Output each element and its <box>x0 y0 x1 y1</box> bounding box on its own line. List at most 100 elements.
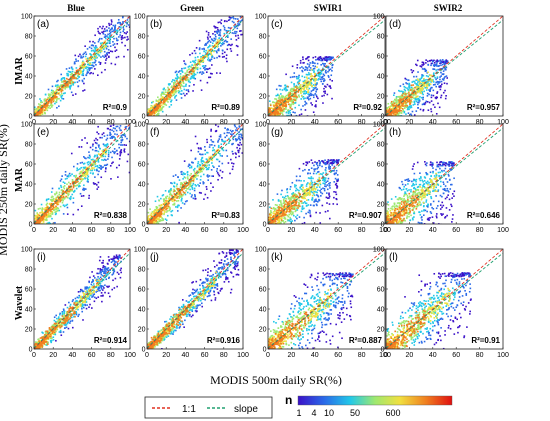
density-point <box>320 73 322 75</box>
density-point <box>57 207 60 210</box>
density-point <box>287 93 289 96</box>
density-point <box>300 108 302 111</box>
density-point <box>410 100 412 102</box>
density-point <box>408 108 410 111</box>
density-point <box>204 44 206 46</box>
density-point <box>47 106 50 109</box>
density-point <box>417 107 419 109</box>
density-point <box>62 181 65 183</box>
density-point <box>314 73 317 76</box>
density-point <box>304 81 307 84</box>
density-point <box>81 173 84 175</box>
density-point <box>178 204 180 207</box>
density-point <box>68 185 70 188</box>
density-point <box>279 88 281 91</box>
density-point <box>237 143 239 146</box>
density-point <box>225 32 228 35</box>
density-point <box>211 48 214 51</box>
density-point <box>275 109 278 112</box>
density-point <box>104 40 107 42</box>
density-point <box>215 72 218 74</box>
density-point <box>326 83 329 86</box>
density-point <box>85 169 87 171</box>
density-point <box>395 96 398 98</box>
density-point <box>314 87 316 89</box>
density-point <box>436 76 439 78</box>
density-point <box>80 205 83 207</box>
density-point <box>161 91 164 94</box>
density-point <box>278 114 280 116</box>
density-point <box>398 107 401 110</box>
density-point <box>186 170 189 173</box>
density-point <box>238 133 240 136</box>
density-point <box>312 87 315 89</box>
density-point <box>60 81 63 83</box>
density-point <box>71 179 74 181</box>
density-point <box>405 78 408 81</box>
density-point <box>423 102 425 105</box>
density-point <box>34 110 37 112</box>
density-point <box>74 176 77 179</box>
density-point <box>421 92 423 95</box>
density-point <box>405 113 407 115</box>
density-point <box>433 68 436 71</box>
density-point <box>317 97 319 100</box>
density-point <box>273 113 275 115</box>
density-point <box>161 107 164 109</box>
density-point <box>211 64 213 66</box>
density-point <box>210 58 213 60</box>
density-point <box>147 219 149 221</box>
density-point <box>207 38 209 40</box>
density-point <box>38 222 41 224</box>
density-point <box>163 212 165 215</box>
density-point <box>37 111 40 114</box>
density-point <box>67 194 70 197</box>
density-point <box>111 156 113 159</box>
density-point <box>165 201 168 203</box>
density-point <box>183 203 186 205</box>
density-point <box>85 66 88 68</box>
density-point <box>435 78 437 81</box>
density-point <box>309 97 312 100</box>
density-point <box>444 63 446 66</box>
density-point <box>82 73 84 76</box>
density-point <box>41 219 44 221</box>
density-point <box>86 174 89 176</box>
y-tick-label: 100 <box>134 14 146 21</box>
density-point <box>206 196 209 199</box>
density-point <box>179 183 182 186</box>
density-point <box>96 142 98 145</box>
density-point <box>217 49 219 51</box>
density-point <box>279 106 281 109</box>
density-point <box>289 105 291 107</box>
density-point <box>388 114 391 116</box>
density-point <box>416 85 419 88</box>
density-point <box>391 107 394 110</box>
density-point <box>82 74 85 77</box>
density-point <box>106 45 109 48</box>
density-point <box>277 109 280 112</box>
density-point <box>202 61 204 64</box>
density-point <box>155 222 157 224</box>
density-point <box>432 103 435 106</box>
density-point <box>172 79 174 81</box>
density-point <box>406 92 409 95</box>
density-point <box>395 97 398 99</box>
density-point <box>58 86 60 88</box>
density-point <box>182 193 185 196</box>
density-point <box>94 165 97 168</box>
density-point <box>398 113 400 115</box>
density-point <box>278 96 281 98</box>
density-point <box>109 31 112 34</box>
density-point <box>441 59 444 61</box>
density-point <box>168 106 171 108</box>
density-point <box>402 96 405 98</box>
density-point <box>223 55 226 58</box>
r-squared-label: R²=0.89 <box>211 103 240 112</box>
density-point <box>115 149 118 152</box>
density-point <box>419 89 421 92</box>
density-point <box>103 50 106 53</box>
density-point <box>48 95 51 98</box>
density-point <box>199 52 201 55</box>
density-point <box>400 97 403 99</box>
